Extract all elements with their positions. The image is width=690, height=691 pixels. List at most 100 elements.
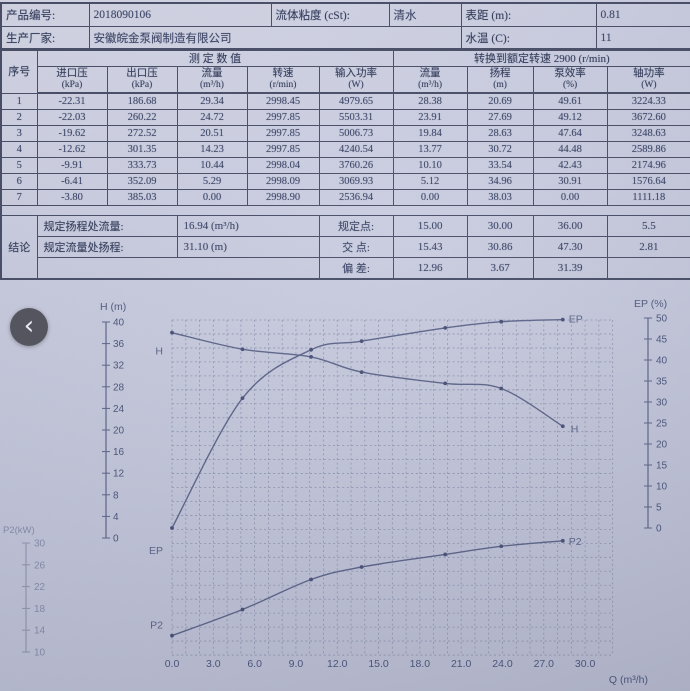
measurement-table: 序号 测 定 数 值 转换到额定转速 2900 (r/min) 进口压 (kPa)… (0, 48, 690, 280)
ep-axis-tick: 0 (656, 524, 662, 535)
inlet-pressure-cell: -6.41 (36, 173, 108, 190)
manufacturer-value: 安徽皖金泵阀制造有限公司 (88, 26, 462, 51)
empty-label-cell (36, 257, 320, 280)
shaft-power-cell: 3672.60 (606, 109, 690, 126)
input-power-cell: 3760.26 (318, 157, 394, 174)
flow-cell: 29.34 (176, 92, 248, 110)
table-row: 5 -9.91 333.73 10.44 2998.04 3760.26 10.10 33.5… (0, 157, 690, 174)
head-header: 扬程 (m) (466, 66, 534, 94)
empty-row (0, 205, 690, 216)
gauge-distance-label: 表距 (m): (460, 2, 597, 27)
h-axis-tick: 32 (113, 361, 125, 372)
head-cell: 33.54 (466, 157, 534, 174)
ep-axis-tick: 50 (656, 314, 668, 325)
p2-curve-label-left: P2 (150, 620, 163, 632)
cross-point-label: 交 点: (318, 236, 394, 258)
header-unit: (m³/h) (418, 80, 443, 90)
p2-curve-label-right: P2 (569, 536, 582, 548)
flow-converted-cell: 13.77 (392, 141, 468, 158)
h-axis-title: H (m) (100, 301, 126, 313)
pump-efficiency-cell: 30.91 (532, 173, 608, 190)
inlet-pressure-cell: -12.62 (36, 141, 108, 158)
p2-axis: P2(kW) 30 26 22 18 14 10 (3, 525, 46, 659)
table-row: 1 -22.31 186.68 29.34 2998.45 4979.65 28.38 20.… (0, 92, 690, 110)
p2-axis-tick: 26 (34, 560, 46, 571)
seq-cell: 4 (0, 141, 38, 158)
header-unit: (m) (493, 80, 507, 90)
outlet-pressure-cell: 301.35 (106, 141, 178, 158)
cross-point-value: 2.81 (606, 236, 690, 258)
inlet-pressure-cell: -9.91 (36, 157, 108, 174)
spec-point-row: 结论 规定扬程处流量: 16.94 (m³/h) 规定点: 15.00 30.00 36.0… (0, 215, 690, 280)
pump-efficiency-cell: 42.43 (532, 157, 608, 174)
header-name: 流量 (201, 68, 223, 79)
input-power-cell: 2536.94 (318, 189, 394, 206)
head-cell: 30.72 (466, 141, 534, 158)
h-curve-label-right: H (571, 423, 579, 435)
header-name: 输入功率 (335, 68, 378, 79)
deviation-value: 31.39 (532, 257, 608, 280)
pump-efficiency-cell: 49.12 (532, 109, 608, 126)
x-axis-tick: 24.0 (492, 658, 513, 670)
back-button[interactable]: ‹ (10, 308, 48, 346)
ep-curve-marker (309, 347, 313, 352)
chart-grid (171, 319, 614, 656)
cross-point-row: 规定流量处扬程: 31.10 (m) 交 点: 15.43 30.86 47.30 2.81 (1, 236, 690, 258)
head-cell: 27.69 (466, 109, 534, 126)
p2-curve-marker (560, 538, 565, 543)
flow-converted-cell: 10.10 (392, 157, 468, 174)
input-power-cell: 5006.73 (318, 125, 394, 142)
deviation-row: 偏 差: 12.96 3.67 31.39 (1, 257, 690, 280)
flow-cell: 5.29 (176, 173, 248, 190)
cross-point-value: 47.30 (532, 236, 608, 258)
flow-converted-cell: 0.00 (392, 189, 468, 206)
header-unit: (%) (562, 80, 578, 90)
outlet-pressure-cell: 186.68 (106, 92, 178, 110)
inlet-pressure-cell: -19.62 (36, 125, 108, 142)
seq-column-header: 序号 (0, 48, 38, 94)
flow-cell: 14.23 (176, 141, 248, 158)
table-row: 4 -12.62 301.35 14.23 2997.85 4240.54 13.77 30.… (0, 141, 690, 158)
ep-axis-tick: 5 (656, 503, 662, 514)
flow-converted-cell: 23.91 (392, 109, 468, 126)
flow-converted-cell: 19.84 (392, 125, 468, 142)
ep-axis-tick: 45 (656, 335, 668, 346)
ep-axis-tick: 15 (656, 461, 668, 472)
x-axis-tick: 9.0 (289, 658, 304, 670)
spec-point-label: 规定点: (318, 215, 394, 237)
table-row: 6 -6.41 352.09 5.29 2998.09 3069.93 5.12 34.96 3… (0, 173, 690, 190)
speed-cell: 2997.85 (246, 141, 320, 158)
x-axis-tick: 3.0 (206, 658, 221, 670)
spec-row-value: 31.10 (m) (176, 236, 320, 258)
p2-axis-title: P2(kW) (3, 525, 35, 536)
seq-cell: 1 (0, 92, 38, 110)
header-unit: (kPa) (61, 80, 83, 90)
ep-axis-tick: 10 (656, 482, 668, 493)
ep-curve-marker (443, 326, 448, 330)
head-cell: 38.03 (466, 189, 534, 206)
deviation-label: 偏 差: (318, 257, 394, 280)
ep-curve-marker (499, 319, 504, 324)
ep-curve-label-left: EP (149, 545, 163, 557)
x-axis-tick: 18.0 (410, 658, 431, 670)
speed-cell: 2998.45 (246, 92, 320, 110)
outlet-pressure-header: 出口压 (kPa) (106, 66, 178, 94)
ep-axis-tick: 30 (656, 398, 668, 409)
flow-header: 流量 (m³/h) (176, 66, 248, 94)
water-temp-label: 水温 (C): (460, 26, 597, 51)
p2-curve-marker (359, 565, 364, 569)
conclusion-label: 结论 (0, 215, 38, 280)
x-axis-tick: 6.0 (247, 658, 262, 670)
fluid-viscosity-label: 流体粘度 (cSt): (270, 2, 390, 27)
pump-efficiency-cell: 47.64 (532, 125, 608, 142)
seq-cell: 2 (0, 109, 38, 126)
speed-cell: 2997.85 (246, 109, 320, 126)
head-cell: 28.63 (466, 125, 534, 142)
p2-curve-marker (443, 552, 448, 557)
seq-cell: 3 (0, 125, 38, 142)
ep-curve-marker (560, 317, 565, 322)
h-axis-tick: 8 (113, 490, 119, 501)
measured-values-group-header: 测 定 数 值 (36, 48, 394, 67)
x-axis-title: Q (m³/h) (609, 674, 648, 686)
